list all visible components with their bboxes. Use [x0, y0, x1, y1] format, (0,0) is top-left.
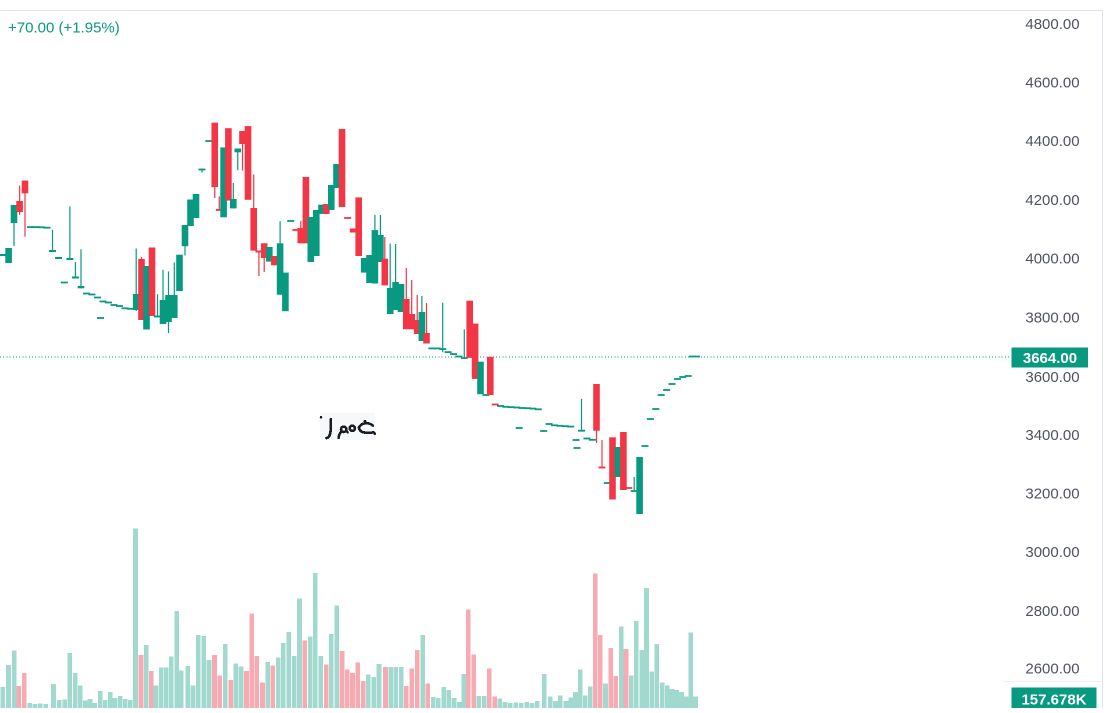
svg-text:2800.00: 2800.00	[1025, 603, 1079, 620]
svg-text:4400.00: 4400.00	[1025, 133, 1079, 150]
svg-text:157.678K: 157.678K	[1021, 692, 1086, 708]
svg-text:3200.00: 3200.00	[1025, 485, 1079, 502]
svg-text:4800.00: 4800.00	[1025, 16, 1079, 33]
svg-text:3000.00: 3000.00	[1025, 544, 1079, 561]
svg-text:4200.00: 4200.00	[1025, 192, 1079, 209]
svg-text:3800.00: 3800.00	[1025, 309, 1079, 326]
svg-text:4000.00: 4000.00	[1025, 251, 1079, 268]
svg-text:2600.00: 2600.00	[1025, 661, 1079, 678]
svg-text:3664.00: 3664.00	[1023, 350, 1077, 367]
svg-text:3600.00: 3600.00	[1025, 369, 1079, 386]
svg-text:4600.00: 4600.00	[1025, 75, 1079, 92]
svg-text:3400.00: 3400.00	[1025, 427, 1079, 444]
svg-text:+70.00 (+1.95%): +70.00 (+1.95%)	[8, 19, 120, 36]
